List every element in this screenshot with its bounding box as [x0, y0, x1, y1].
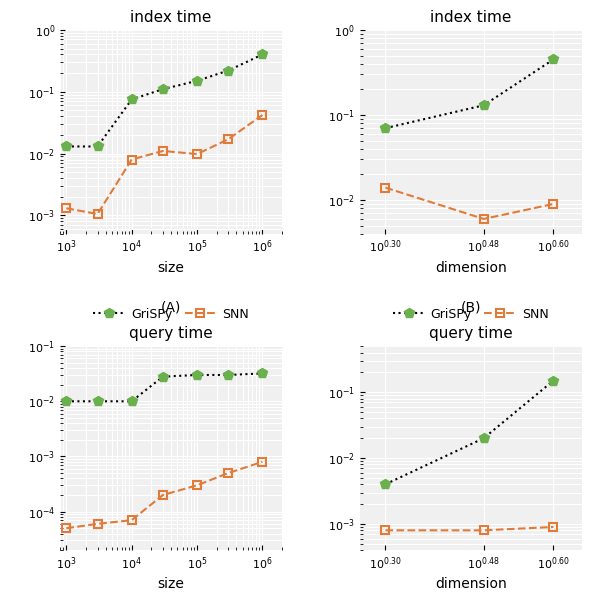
Title: query time: query time [129, 326, 213, 341]
Title: index time: index time [430, 10, 512, 25]
X-axis label: size: size [158, 577, 185, 591]
Legend: GriSPy, SNN: GriSPy, SNN [388, 303, 554, 325]
X-axis label: dimension: dimension [435, 261, 507, 275]
Legend: GriSPy, SNN: GriSPy, SNN [88, 303, 254, 325]
Text: (B): (B) [461, 300, 481, 315]
Text: (A): (A) [161, 300, 181, 315]
Title: query time: query time [429, 326, 513, 341]
X-axis label: size: size [158, 261, 185, 275]
Title: index time: index time [130, 10, 212, 25]
X-axis label: dimension: dimension [435, 577, 507, 591]
